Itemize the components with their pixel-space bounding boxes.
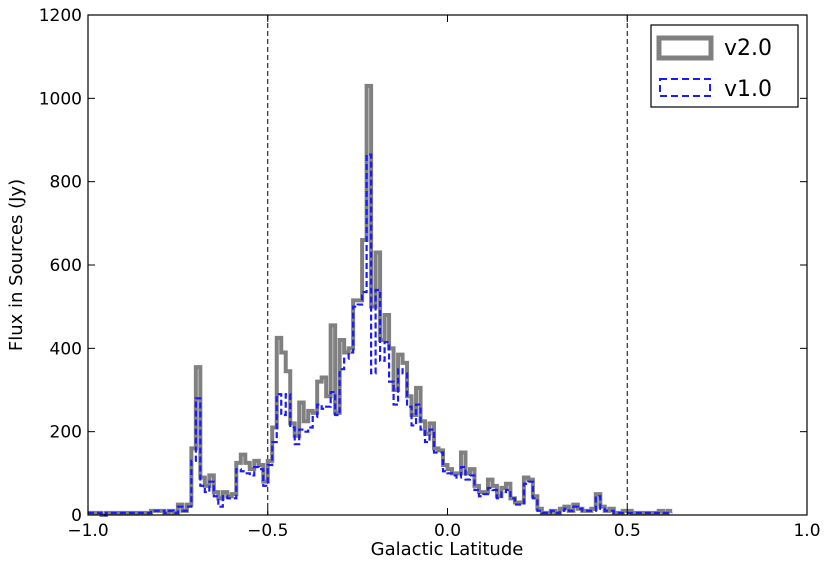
x-tick-label: 1.0 bbox=[793, 521, 820, 541]
x-tick-label: 0.5 bbox=[614, 521, 641, 541]
series-layer bbox=[88, 83, 673, 517]
y-tick-label: 400 bbox=[50, 339, 82, 359]
x-axis-title: Galactic Latitude bbox=[371, 539, 524, 560]
x-tick-labels: −1.0 −0.5 0.0 0.5 1.0 bbox=[67, 521, 820, 541]
series-line-v2.0 bbox=[88, 83, 673, 517]
y-tick-label: 1200 bbox=[39, 6, 82, 26]
x-tick-label: 0.0 bbox=[434, 521, 461, 541]
legend-label-v1: v1.0 bbox=[724, 77, 772, 102]
y-tick-label: 800 bbox=[50, 173, 82, 193]
axis-ticks bbox=[87, 14, 808, 516]
y-tick-label: 600 bbox=[50, 256, 82, 276]
x-tick-label: −1.0 bbox=[67, 521, 108, 541]
legend: v2.0 v1.0 bbox=[650, 24, 799, 108]
y-axis-title: Flux in Sources (Jy) bbox=[6, 179, 27, 351]
y-tick-labels: 0 200 400 600 800 1000 1200 bbox=[39, 6, 82, 526]
y-tick-label: 200 bbox=[50, 423, 82, 443]
legend-swatch-v2-outline bbox=[656, 35, 714, 61]
series-line-v1.0 bbox=[88, 153, 673, 517]
y-tick-label: 0 bbox=[71, 506, 82, 526]
legend-swatch-v1 bbox=[659, 78, 711, 97]
reference-lines bbox=[267, 15, 628, 515]
legend-label-v2: v2.0 bbox=[724, 36, 772, 61]
x-tick-label: −0.5 bbox=[247, 521, 288, 541]
y-tick-label: 1000 bbox=[39, 89, 82, 109]
